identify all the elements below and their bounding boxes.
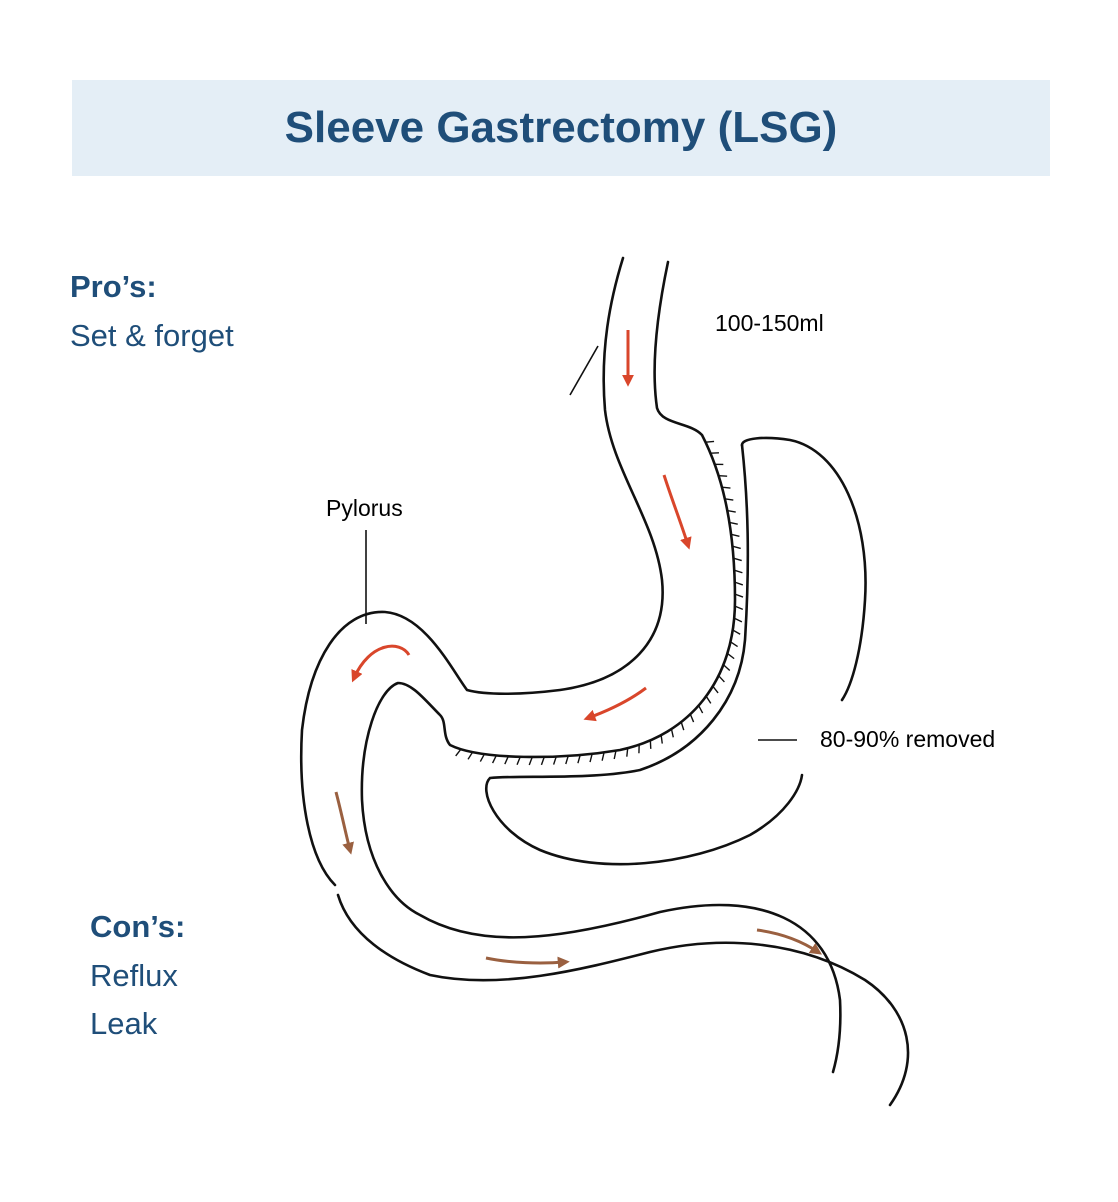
staple [552, 756, 557, 765]
staple [727, 509, 736, 513]
staple [733, 557, 742, 562]
staple [705, 440, 715, 443]
cons-item: Leak [90, 1006, 158, 1041]
staple [734, 581, 744, 586]
staple [516, 756, 521, 765]
staple [589, 753, 593, 763]
staple [680, 721, 685, 731]
volume-label: 100-150ml [715, 310, 824, 336]
title: Sleeve Gastrectomy (LSG) [284, 103, 838, 152]
removed-stomach [740, 436, 867, 702]
staple [732, 629, 741, 635]
sleeve-outer-wall [299, 256, 664, 887]
staple [670, 728, 674, 738]
cons-heading: Con’s: [90, 909, 186, 944]
staple [577, 754, 581, 764]
staple [504, 756, 509, 765]
staple [733, 617, 743, 623]
staple [528, 756, 533, 766]
staple [705, 695, 712, 704]
staple [689, 713, 695, 723]
flow-arrow [485, 956, 570, 969]
duodenum-wall [336, 893, 910, 1107]
staple-line [450, 435, 744, 766]
staple [734, 593, 744, 598]
staple [730, 533, 740, 537]
staple [626, 748, 629, 757]
flow-arrow [756, 928, 822, 955]
staple [565, 755, 569, 765]
staple [479, 753, 486, 762]
staple-guide [450, 435, 735, 757]
removed-stomach [485, 443, 804, 866]
staple [601, 752, 605, 761]
staple [718, 675, 725, 683]
staple [698, 705, 704, 714]
staple [722, 664, 731, 671]
staple [721, 486, 731, 489]
callout-line [569, 345, 599, 396]
staple [540, 756, 545, 766]
flow-arrow [662, 474, 692, 550]
pros-item: Set & forget [70, 318, 234, 353]
staple [455, 748, 462, 757]
staple [712, 685, 719, 694]
title-band [72, 80, 1050, 176]
cons-item: Reflux [90, 958, 178, 993]
staple [660, 735, 663, 744]
staple [726, 652, 735, 660]
staple [732, 545, 741, 550]
staple [491, 755, 497, 764]
staple [734, 605, 744, 611]
staple [467, 751, 474, 760]
staple [613, 750, 617, 760]
flow-arrow [351, 644, 411, 683]
pros-heading: Pro’s: [70, 269, 157, 304]
sleeve-inner-wall [360, 260, 842, 1074]
flow-arrow [583, 686, 647, 722]
flow-arrow [334, 791, 354, 855]
staple [734, 569, 743, 574]
staple [724, 498, 734, 501]
pylorus-label: Pylorus [326, 495, 403, 521]
staple [729, 521, 738, 525]
staple [730, 641, 738, 648]
removed-label: 80-90% removed [820, 726, 996, 752]
